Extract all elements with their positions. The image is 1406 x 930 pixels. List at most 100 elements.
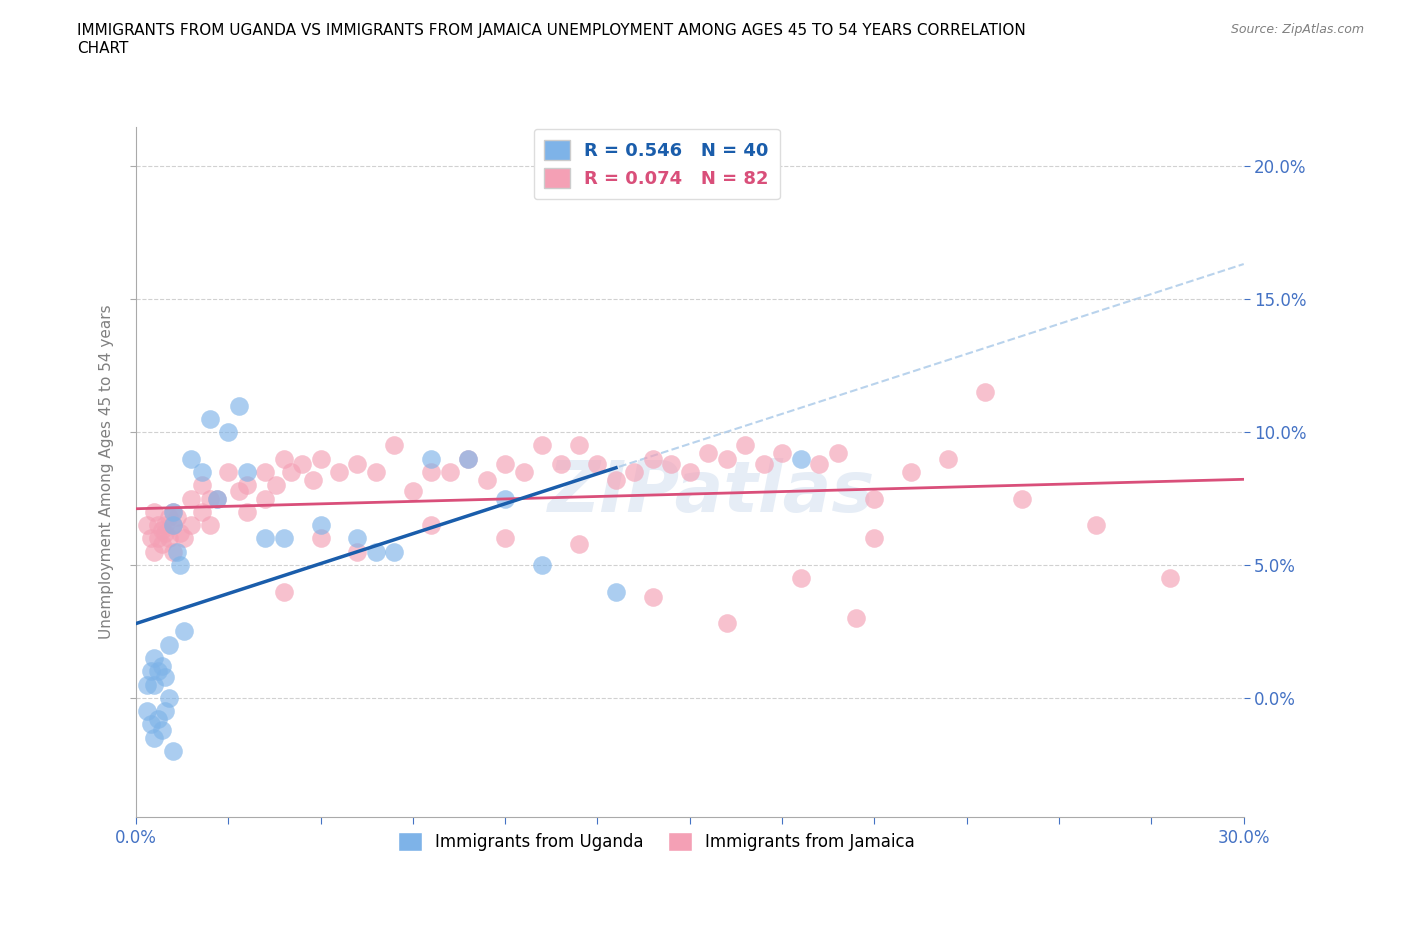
Point — [169, 525, 191, 540]
Point — [146, 711, 169, 726]
Point — [364, 544, 387, 559]
Point — [235, 504, 257, 519]
Point — [346, 544, 368, 559]
Point — [734, 438, 756, 453]
Point — [173, 531, 195, 546]
Point — [136, 704, 159, 719]
Point — [697, 446, 720, 461]
Point — [346, 457, 368, 472]
Point — [328, 465, 350, 480]
Point — [136, 677, 159, 692]
Point — [346, 531, 368, 546]
Point — [364, 465, 387, 480]
Point — [716, 616, 738, 631]
Point — [157, 637, 180, 652]
Point — [162, 518, 184, 533]
Point — [228, 484, 250, 498]
Point — [382, 438, 405, 453]
Point — [155, 704, 177, 719]
Point — [789, 451, 811, 466]
Point — [198, 518, 221, 533]
Point — [143, 730, 166, 745]
Point — [623, 465, 645, 480]
Text: ZIPatlas: ZIPatlas — [548, 458, 876, 527]
Point — [1011, 491, 1033, 506]
Point — [146, 531, 169, 546]
Point — [150, 658, 173, 673]
Point — [845, 611, 868, 626]
Point — [420, 451, 443, 466]
Point — [146, 664, 169, 679]
Point — [309, 518, 332, 533]
Point — [1159, 571, 1181, 586]
Point — [254, 491, 277, 506]
Point — [150, 537, 173, 551]
Point — [568, 438, 591, 453]
Point — [309, 451, 332, 466]
Point — [827, 446, 849, 461]
Point — [494, 531, 516, 546]
Point — [139, 531, 162, 546]
Point — [457, 451, 479, 466]
Point — [494, 491, 516, 506]
Point — [641, 590, 664, 604]
Point — [420, 465, 443, 480]
Point — [512, 465, 534, 480]
Legend: Immigrants from Uganda, Immigrants from Jamaica: Immigrants from Uganda, Immigrants from … — [392, 825, 921, 857]
Point — [770, 446, 793, 461]
Point — [752, 457, 775, 472]
Point — [205, 491, 228, 506]
Point — [457, 451, 479, 466]
Point — [155, 670, 177, 684]
Point — [586, 457, 609, 472]
Point — [863, 491, 886, 506]
Point — [150, 523, 173, 538]
Point — [309, 531, 332, 546]
Point — [254, 531, 277, 546]
Point — [180, 518, 202, 533]
Point — [531, 558, 554, 573]
Point — [146, 518, 169, 533]
Point — [550, 457, 572, 472]
Point — [217, 465, 239, 480]
Point — [191, 465, 214, 480]
Point — [273, 584, 295, 599]
Point — [191, 504, 214, 519]
Point — [936, 451, 959, 466]
Point — [162, 544, 184, 559]
Point — [475, 472, 498, 487]
Point — [157, 690, 180, 705]
Point — [217, 425, 239, 440]
Point — [679, 465, 702, 480]
Point — [291, 457, 314, 472]
Point — [166, 510, 188, 525]
Point — [235, 465, 257, 480]
Point — [180, 491, 202, 506]
Point — [280, 465, 302, 480]
Point — [494, 457, 516, 472]
Point — [162, 504, 184, 519]
Point — [863, 531, 886, 546]
Point — [659, 457, 682, 472]
Point — [139, 717, 162, 732]
Point — [716, 451, 738, 466]
Point — [273, 451, 295, 466]
Point — [254, 465, 277, 480]
Point — [605, 584, 627, 599]
Point — [235, 478, 257, 493]
Point — [228, 398, 250, 413]
Text: IMMIGRANTS FROM UGANDA VS IMMIGRANTS FROM JAMAICA UNEMPLOYMENT AMONG AGES 45 TO : IMMIGRANTS FROM UGANDA VS IMMIGRANTS FRO… — [77, 23, 1026, 56]
Point — [155, 518, 177, 533]
Point — [166, 544, 188, 559]
Point — [641, 451, 664, 466]
Point — [900, 465, 922, 480]
Point — [162, 744, 184, 759]
Point — [302, 472, 325, 487]
Point — [162, 518, 184, 533]
Point — [191, 478, 214, 493]
Point — [420, 518, 443, 533]
Point — [789, 571, 811, 586]
Point — [205, 491, 228, 506]
Point — [139, 664, 162, 679]
Point — [143, 544, 166, 559]
